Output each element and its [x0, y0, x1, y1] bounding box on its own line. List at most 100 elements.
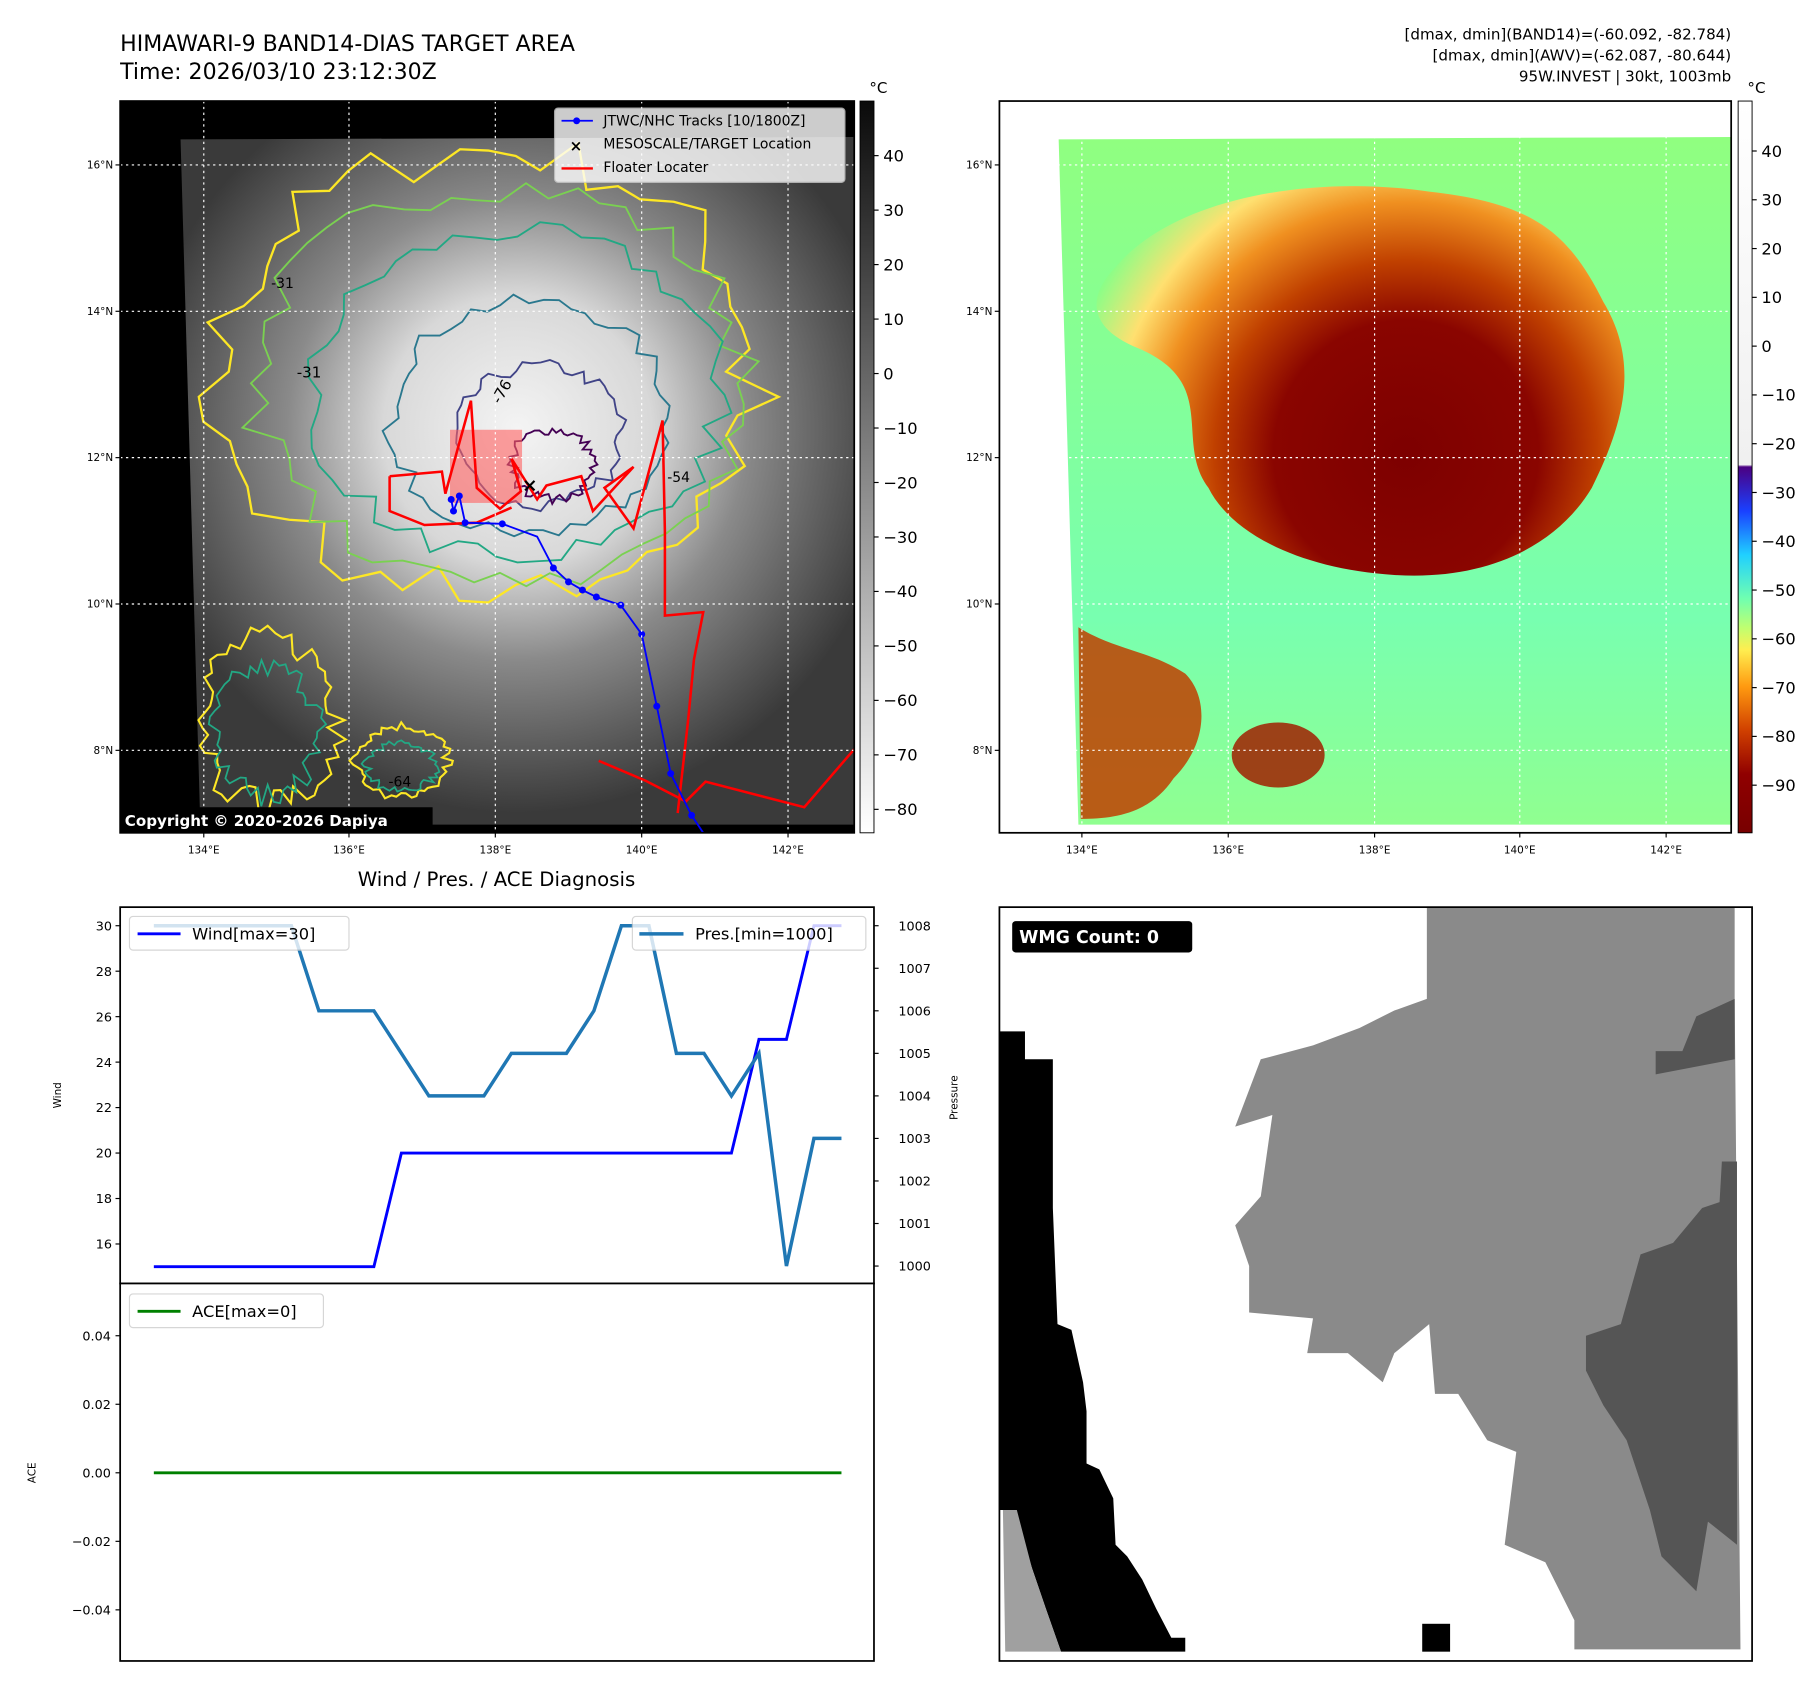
wmg-lightgray-region	[1002, 1509, 1061, 1652]
awv-map-axis-labels: 134°E 136°E 138°E 140°E 142°E 16°N 14°N 12°N 10°…	[966, 159, 1682, 856]
track-point	[498, 520, 506, 528]
wind-axis-ticks: 16 18 20 22 24 26 28 30	[96, 919, 121, 1253]
lat-tick-label: 8°N	[94, 745, 114, 757]
legend-tracks: JTWC/NHC Tracks [10/1800Z]	[602, 113, 805, 129]
jtwc-track-line	[450, 492, 705, 833]
lon-tick-label: 138°E	[479, 845, 511, 857]
awv-cloud-cluster	[1078, 627, 1202, 819]
wind-axis-label: Wind	[52, 1082, 64, 1108]
awv-map-panel: °C 403020100−10−20−30−40−50−60−70−80−90 …	[966, 79, 1796, 857]
track-point	[450, 507, 457, 515]
colorbar-tick-label: −30	[883, 528, 917, 547]
pressure-axis-label: Pressure	[949, 1075, 961, 1120]
legend-target-marker: ×	[570, 137, 583, 155]
colorbar-tick-label: −40	[883, 582, 917, 601]
jtwc-track-points	[447, 492, 696, 819]
wind-tick-label: 26	[96, 1010, 112, 1025]
awv-colorbar-ticks: 40 30 20 10 0 −10 −20 −30 −40 −50 −60 −70 −80 −90	[1752, 142, 1796, 795]
wind-tick-label: 22	[96, 1101, 112, 1116]
lon-tick-label: 142°E	[1650, 845, 1682, 857]
wmg-gray-region	[1235, 907, 1741, 1650]
wind-tick-label: 30	[96, 919, 112, 934]
wind-tick-label: 20	[96, 1147, 112, 1162]
lat-tick-label: 14°N	[87, 306, 113, 318]
awv-colorbar	[1737, 100, 1753, 834]
colorbar-tick-label: 20	[883, 255, 904, 274]
contour-line	[360, 739, 441, 793]
colorbar-tick-label: −80	[883, 800, 917, 819]
copyright-label: Copyright © 2020-2026 Dapiya	[125, 812, 388, 830]
lat-lon-gridlines	[999, 101, 1732, 833]
lat-tick-label: 10°N	[966, 598, 992, 610]
wind-legend: Wind[max=30]	[128, 915, 350, 951]
colorbar-tick-label: −20	[883, 473, 917, 492]
contour-label: -31	[297, 363, 322, 381]
wind-tick-label: 28	[96, 965, 112, 980]
pressure-tick-label: 1008	[898, 919, 931, 934]
lon-tick-label: 140°E	[1504, 845, 1536, 857]
track-point	[592, 593, 600, 601]
track-point	[447, 495, 455, 503]
stats-band14: [dmax, dmin](BAND14)=(-60.092, -82.784)	[1405, 25, 1732, 43]
lat-tick-label: 8°N	[973, 745, 993, 757]
pressure-tick-label: 1000	[898, 1260, 931, 1275]
wind-series-line	[153, 924, 842, 1269]
contour-line	[197, 624, 348, 816]
colorbar-tick-label: −30	[1761, 483, 1795, 502]
track-point	[565, 578, 572, 586]
colorbar-tick-label: −70	[1761, 678, 1795, 697]
pressure-tick-label: 1006	[898, 1004, 931, 1019]
figure-title: HIMAWARI-9 BAND14-DIAS TARGET AREA	[120, 32, 575, 57]
wind-tick-label: 24	[96, 1056, 112, 1071]
contour-line	[207, 657, 328, 807]
contour-line	[381, 293, 671, 538]
ir-colorbar	[859, 100, 875, 834]
track-point	[617, 601, 625, 609]
colorbar-tick-label: −10	[1761, 386, 1795, 405]
ace-legend: ACE[max=0]	[128, 1293, 325, 1329]
wmg-dark-region	[1585, 998, 1737, 1592]
map-legend: JTWC/NHC Tracks [10/1800Z] × MESOSCALE/T…	[553, 107, 846, 183]
lat-tick-label: 12°N	[966, 452, 992, 464]
contour-line	[240, 182, 761, 588]
contour-label: -64	[388, 774, 411, 790]
colorbar-tick-label: 30	[883, 201, 904, 220]
colorbar-tick-label: 20	[1761, 239, 1782, 258]
colorbar-tick-label: −80	[1761, 727, 1795, 746]
track-point	[455, 492, 463, 500]
contour-line	[197, 140, 782, 604]
ir-colorbar-ticks: 40 30 20 10 0 −10 −20 −30 −40 −50 −60 −70 −80	[873, 146, 918, 819]
awv-cloud-cluster	[1231, 722, 1325, 788]
target-area-box	[450, 429, 523, 503]
colorbar-tick-label: −60	[1761, 630, 1795, 649]
colorbar-tick-label: −40	[1761, 532, 1795, 551]
wind-legend-label: Wind[max=30]	[192, 925, 315, 944]
ace-tick-label: −0.02	[72, 1535, 111, 1550]
wind-tick-label: 16	[96, 1238, 112, 1253]
ace-tick-label: 0.00	[82, 1466, 110, 1481]
colorbar-tick-label: −50	[1761, 581, 1795, 600]
pressure-tick-label: 1005	[898, 1047, 931, 1062]
colorbar-tick-label: 40	[883, 146, 904, 165]
track-point	[653, 702, 661, 710]
legend-target: MESOSCALE/TARGET Location	[603, 137, 811, 153]
pressure-tick-label: 1003	[898, 1132, 931, 1147]
lat-tick-label: 10°N	[87, 598, 113, 610]
wmg-panel: WMG Count: 0	[998, 906, 1753, 1662]
colorbar-tick-label: −50	[883, 637, 917, 656]
colorbar-tick-label: 10	[1761, 288, 1782, 307]
track-point	[688, 811, 696, 819]
colorbar-tick-label: −90	[1761, 776, 1795, 795]
ace-tick-label: −0.04	[72, 1604, 111, 1619]
colorbar-tick-label: 10	[883, 310, 904, 329]
target-location-marker: ×	[522, 475, 538, 496]
colorbar-unit: °C	[869, 79, 887, 97]
colorbar-tick-label: −60	[883, 691, 917, 710]
ir-map-panel: × -31 -76 -54 -31 -64 JTWC/NHC Tracks [1…	[87, 79, 918, 857]
ace-tick-label: 0.02	[82, 1398, 110, 1413]
colorbar-tick-label: 30	[1761, 191, 1782, 210]
awv-cloud-core	[1096, 186, 1625, 576]
wmg-black-patch	[1422, 1623, 1451, 1652]
track-point	[578, 586, 586, 594]
